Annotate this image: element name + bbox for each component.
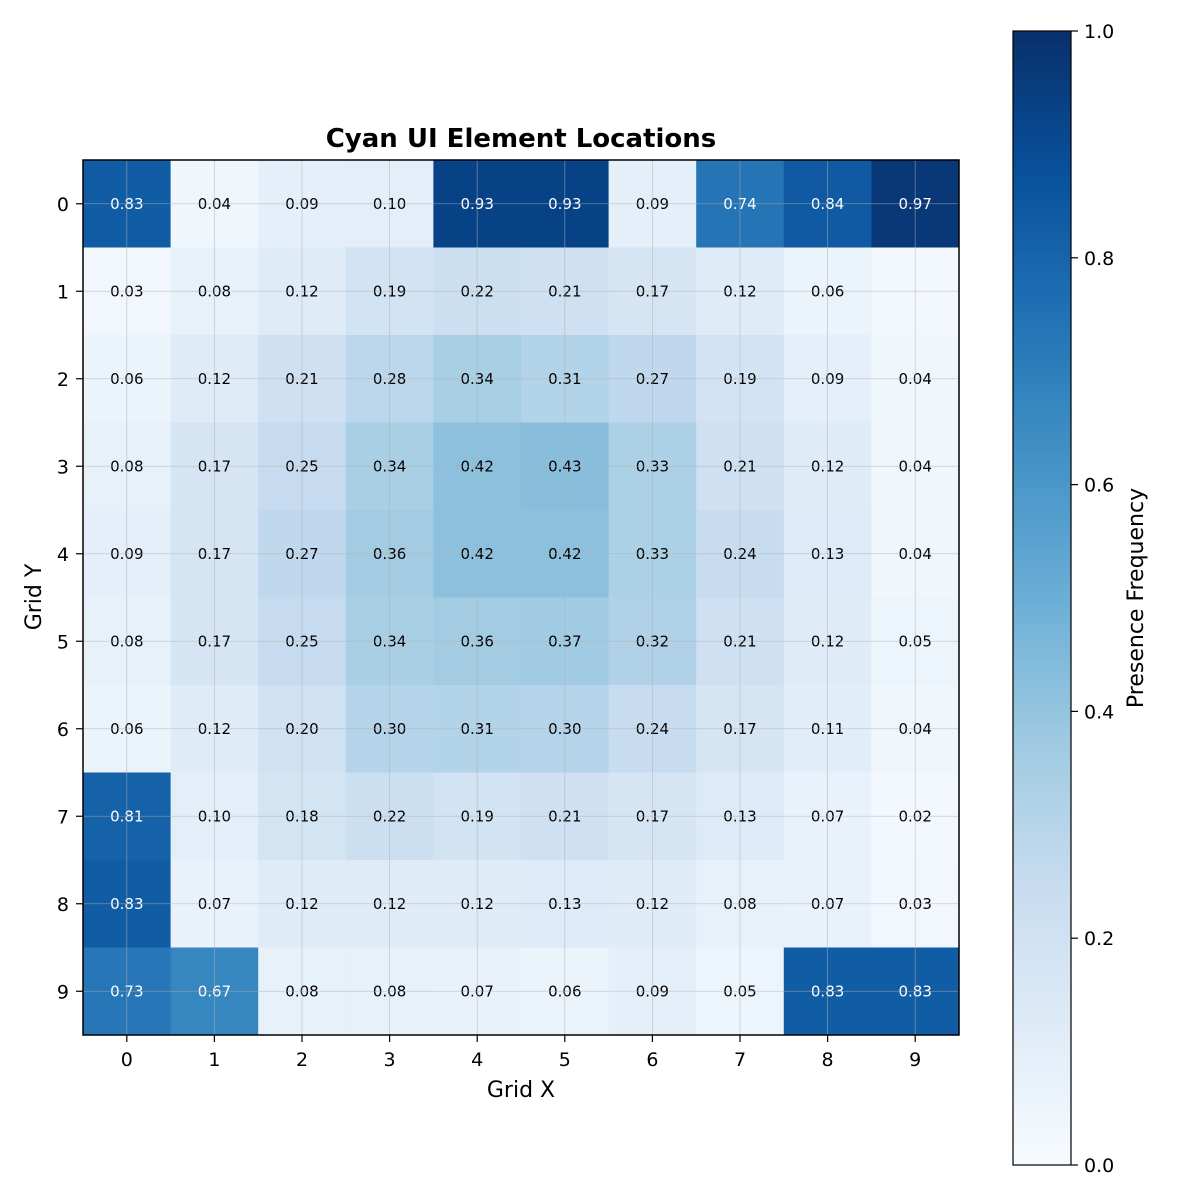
x-tick-label: 2 bbox=[296, 1049, 308, 1071]
x-tick-label: 5 bbox=[559, 1049, 571, 1071]
colorbar-tick-label: 0.0 bbox=[1084, 1155, 1114, 1177]
colorbar-tick-label: 0.4 bbox=[1084, 701, 1114, 723]
colorbar bbox=[1012, 30, 1072, 1166]
colorbar-ticks: 0.0 0.2 0.4 0.6 0.8 1.0 bbox=[1071, 21, 1114, 1177]
colorbar-tick-label: 0.2 bbox=[1084, 928, 1114, 950]
y-tick-label: 0 bbox=[57, 194, 69, 216]
y-axis-label: Grid Y bbox=[22, 563, 47, 630]
y-tick-label: 6 bbox=[57, 719, 69, 741]
colorbar-tick-label: 0.8 bbox=[1084, 248, 1114, 270]
y-tick-label: 9 bbox=[57, 981, 69, 1003]
y-tick-label: 8 bbox=[57, 894, 69, 916]
colorbar-tick-label: 0.6 bbox=[1084, 475, 1114, 497]
x-tick-label: 9 bbox=[909, 1049, 921, 1071]
x-axis-label: Grid X bbox=[487, 1078, 555, 1103]
y-tick-label: 3 bbox=[57, 456, 69, 478]
colorbar-tick-label: 1.0 bbox=[1084, 21, 1114, 43]
x-tick-label: 6 bbox=[646, 1049, 658, 1071]
y-tick-label: 7 bbox=[57, 806, 69, 828]
x-tick-label: 8 bbox=[822, 1049, 834, 1071]
plot-frame bbox=[82, 159, 960, 1036]
y-tick-label: 1 bbox=[57, 281, 69, 303]
colorbar-label: Presence Frequency bbox=[1124, 488, 1149, 708]
x-tick-label: 0 bbox=[121, 1049, 133, 1071]
y-tick-label: 4 bbox=[57, 544, 69, 566]
grid-lines bbox=[83, 160, 959, 1035]
x-tick-label: 3 bbox=[384, 1049, 396, 1071]
x-tick-label: 7 bbox=[734, 1049, 746, 1071]
y-tick-label: 2 bbox=[57, 369, 69, 391]
x-tick-label: 1 bbox=[208, 1049, 220, 1071]
chart-title: Cyan UI Element Locations bbox=[326, 124, 717, 154]
y-axis-ticks: 0 1 2 3 4 5 6 7 8 9 bbox=[57, 194, 83, 1003]
x-axis-ticks: 0 1 2 3 4 5 6 7 8 9 bbox=[121, 1035, 921, 1071]
y-tick-label: 5 bbox=[57, 631, 69, 653]
x-tick-label: 4 bbox=[471, 1049, 483, 1071]
